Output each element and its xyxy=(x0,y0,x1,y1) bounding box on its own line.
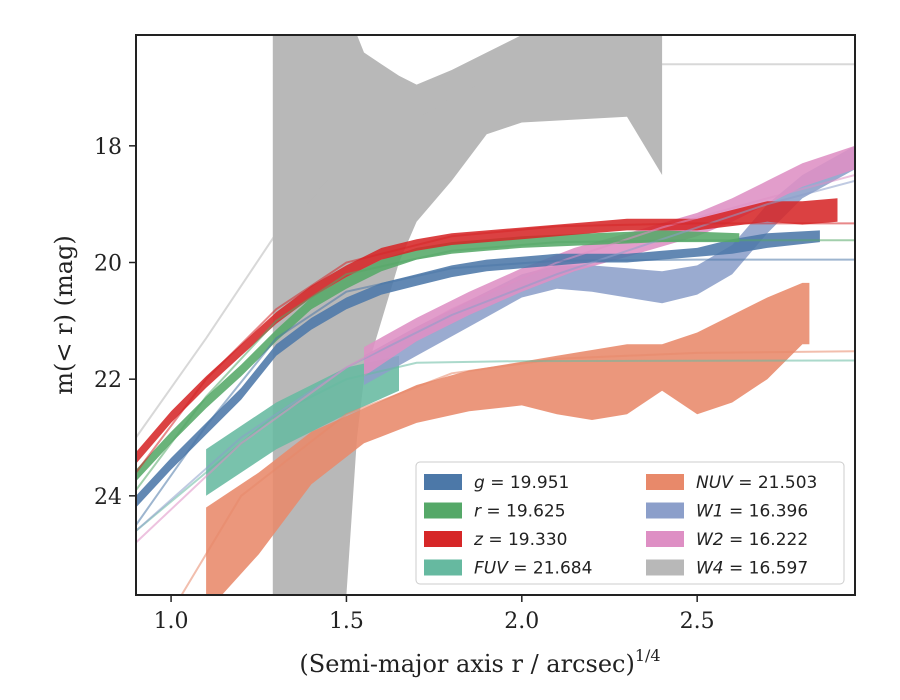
band-r xyxy=(136,230,740,482)
model-line-nuv xyxy=(180,350,855,595)
legend-item-w4: W4 = 16.597 xyxy=(646,559,808,579)
legend-label: NUV = 21.503 xyxy=(696,473,817,493)
x-axis-label-superscript: 1/4 xyxy=(635,646,661,665)
model-line-r xyxy=(136,239,855,491)
y-tick-label: 20 xyxy=(94,252,122,277)
y-tick-label: 24 xyxy=(94,485,122,510)
y-axis-label: m(< r) (mag) xyxy=(50,235,78,394)
legend-label: W1 = 16.396 xyxy=(696,502,808,522)
legend-item-r: r = 19.625 xyxy=(424,502,566,522)
legend-swatch xyxy=(424,474,462,490)
y-tick-label: 18 xyxy=(94,135,122,160)
legend-label: FUV = 21.684 xyxy=(474,559,592,579)
legend-box xyxy=(415,461,845,585)
ticks-layer: 1.0 1.5 2.0 2.5 18 20 22 24 xyxy=(94,135,715,634)
x-tick-label: 2.5 xyxy=(680,609,715,634)
x-axis-label: (Semi-major axis r / arcsec)1/4 xyxy=(299,646,660,678)
legend: g = 19.951 r = 19.625 z = 19.330 FUV = 21.6… xyxy=(415,461,845,585)
legend-label: g = 19.951 xyxy=(474,473,569,493)
legend-item-fuv: FUV = 21.684 xyxy=(424,559,592,579)
model-line-w2 xyxy=(136,174,855,544)
legend-swatch xyxy=(646,559,684,576)
model-line-w4 xyxy=(136,63,855,439)
legend-label: W2 = 16.222 xyxy=(696,530,808,550)
y-tick-label: 22 xyxy=(94,368,122,393)
legend-item-nuv: NUV = 21.503 xyxy=(646,473,817,493)
legend-item-z: z = 19.330 xyxy=(424,530,567,550)
legend-item-w2: W2 = 16.222 xyxy=(646,530,808,550)
legend-item-w1: W1 = 16.396 xyxy=(646,502,808,522)
legend-swatch xyxy=(424,559,462,576)
model-line-w1 xyxy=(136,179,855,532)
band-w4 xyxy=(272,35,663,595)
x-tick-label: 1.5 xyxy=(329,609,364,634)
model-line-fuv xyxy=(136,359,855,532)
legend-label: W4 = 16.597 xyxy=(696,559,808,579)
model-line-g xyxy=(136,258,855,526)
model-line-z xyxy=(136,222,855,474)
legend-swatch xyxy=(424,502,462,519)
x-tick-label: 1.0 xyxy=(154,609,189,634)
legend-swatch xyxy=(646,474,684,490)
band-fuv xyxy=(206,355,399,496)
legend-label: z = 19.330 xyxy=(473,530,567,550)
legend-swatch xyxy=(424,531,462,547)
legend-swatch xyxy=(646,502,684,519)
legend-swatch xyxy=(646,531,684,547)
data-layer xyxy=(136,35,855,595)
x-tick-label: 2.0 xyxy=(504,609,539,634)
legend-item-g: g = 19.951 xyxy=(424,473,569,493)
plot-frame xyxy=(135,34,856,596)
legend-label: r = 19.625 xyxy=(474,502,566,522)
